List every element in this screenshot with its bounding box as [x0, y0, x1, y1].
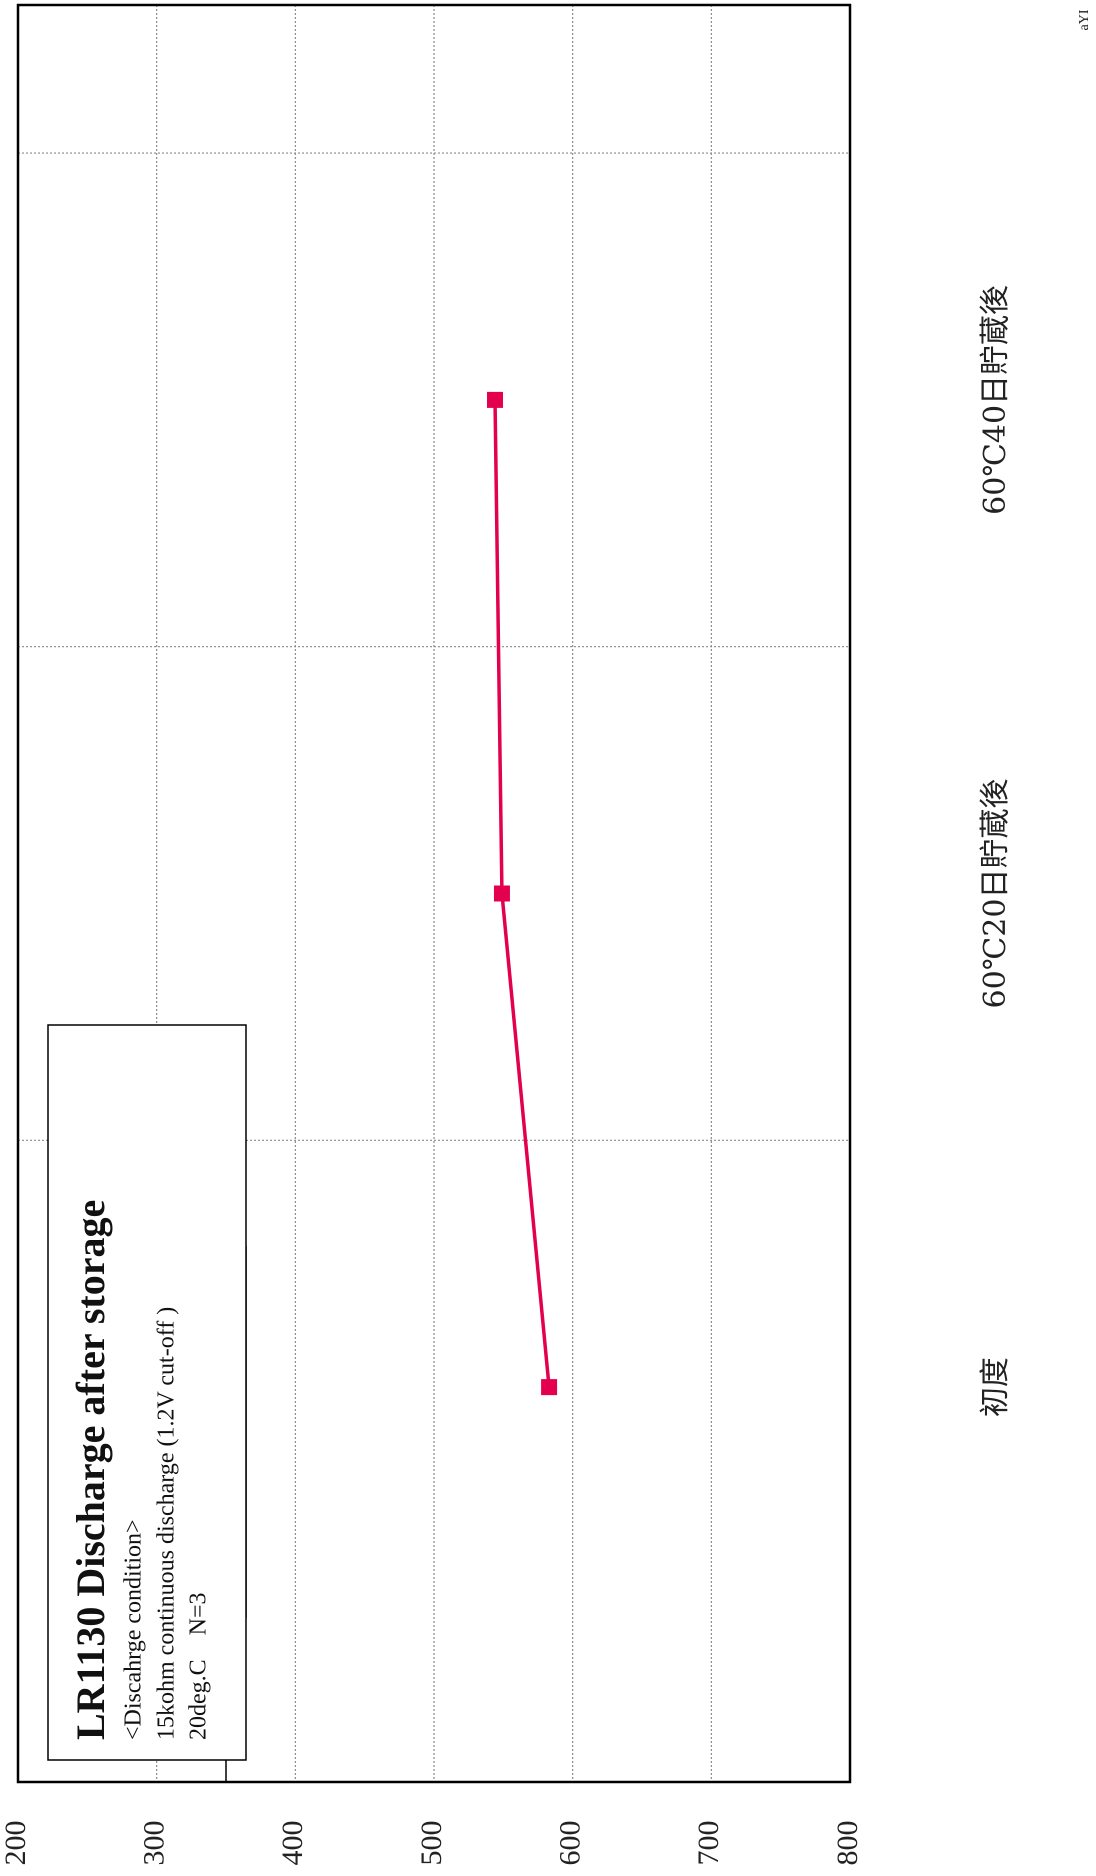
- y-tick-label: 200: [0, 1821, 32, 1866]
- grid-lines: [18, 5, 850, 1782]
- subtitle-line: <Discahrge condition>: [121, 1519, 147, 1740]
- category-labels: 初度 60℃20日貯蔵後 60℃40日貯蔵後: [978, 285, 1013, 1417]
- y-tick-labels: 200 300 400 500 600 700 800: [0, 1821, 864, 1866]
- y-tick-label: 300: [138, 1821, 171, 1866]
- y-tick-label: 800: [831, 1821, 864, 1866]
- y-tick-label: 600: [554, 1821, 587, 1866]
- title-box: LR1130 Discharge after storage <Discahrg…: [47, 1024, 247, 1761]
- y-tick-label: 500: [415, 1821, 448, 1866]
- subtitle-line: 20deg.C N=3: [186, 1592, 212, 1740]
- category-label: 60℃20日貯蔵後: [978, 779, 1013, 1009]
- y-tick-label: 400: [276, 1821, 309, 1866]
- corner-label: aYI: [1077, 9, 1092, 30]
- category-label: 初度: [978, 1357, 1013, 1417]
- plot-frame: [16, 3, 852, 1784]
- series-group: [487, 391, 558, 1396]
- title-box-frame: [47, 1024, 247, 1761]
- subtitle-line: 15kohm continuous discharge (1.2V cut-of…: [154, 1307, 180, 1740]
- data-point: [487, 391, 504, 408]
- chart-title: LR1130 Discharge after storage: [68, 1200, 113, 1740]
- y-tick-label: 700: [692, 1821, 725, 1866]
- data-point: [493, 885, 510, 902]
- category-label: 60℃40日貯蔵後: [978, 285, 1013, 515]
- data-point: [541, 1379, 558, 1396]
